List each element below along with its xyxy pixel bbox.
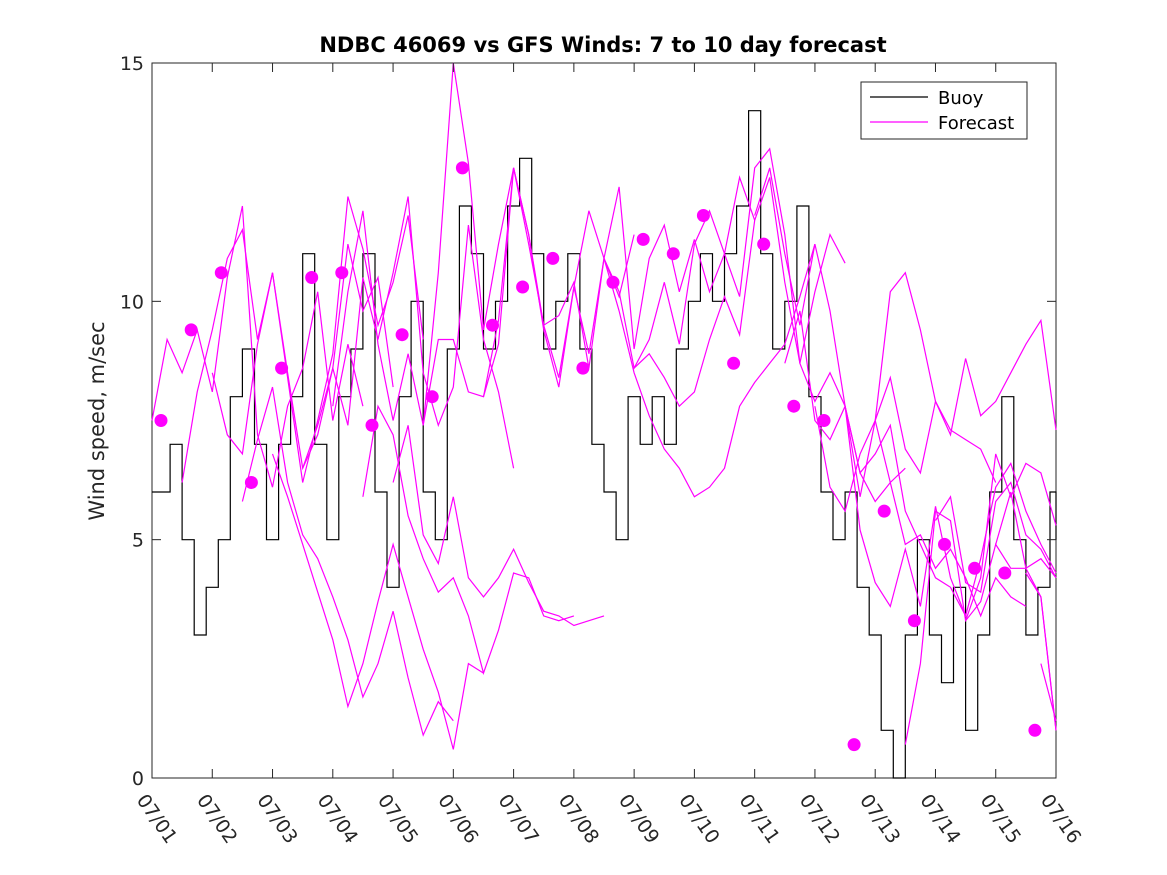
forecast-marker-22 — [787, 399, 801, 413]
forecast-line-7 — [332, 62, 545, 426]
forecast-line-22 — [934, 481, 1057, 594]
legend-box — [860, 81, 1028, 140]
forecast-line-18 — [814, 406, 1027, 618]
forecast-marker-30 — [1028, 723, 1042, 737]
forecast-line-10 — [422, 167, 635, 426]
forecast-marker-5 — [275, 361, 289, 375]
forecast-series-group — [151, 62, 1057, 750]
forecast-line-13 — [603, 243, 816, 498]
forecast-marker-14 — [546, 251, 560, 265]
forecast-line-21 — [904, 510, 1057, 745]
forecast-marker-11 — [455, 161, 469, 175]
forecast-line-9 — [392, 425, 605, 627]
forecast-marker-24 — [847, 738, 861, 752]
forecast-marker-group — [154, 161, 1042, 752]
y-tick-label-2: 10 — [120, 291, 144, 313]
forecast-marker-13 — [516, 280, 530, 294]
buoy-line — [152, 110, 1057, 779]
forecast-line-14 — [633, 177, 846, 408]
forecast-marker-15 — [576, 361, 590, 375]
forecast-marker-19 — [696, 209, 710, 222]
y-tick-label-0: 0 — [132, 768, 144, 790]
forecast-marker-28 — [968, 561, 982, 575]
forecast-line-26 — [1040, 663, 1057, 721]
forecast-line-19 — [844, 406, 1057, 618]
legend-forecast-label: Forecast — [938, 113, 1014, 134]
forecast-marker-29 — [998, 566, 1012, 580]
forecast-marker-2 — [184, 323, 198, 337]
forecast-line-25 — [1025, 572, 1057, 731]
forecast-marker-4 — [244, 476, 258, 489]
forecast-marker-7 — [335, 266, 349, 280]
forecast-marker-25 — [877, 504, 891, 518]
forecast-marker-9 — [395, 328, 409, 342]
forecast-line-4 — [241, 386, 454, 737]
forecast-marker-26 — [907, 614, 921, 628]
forecast-line-23 — [965, 453, 1057, 621]
legend: Buoy Forecast — [860, 81, 1028, 140]
forecast-line-20 — [874, 318, 1057, 475]
forecast-marker-20 — [727, 356, 741, 370]
forecast-line-11 — [482, 167, 695, 397]
forecast-marker-23 — [817, 414, 831, 427]
forecast-line-17 — [784, 271, 997, 497]
forecast-marker-1 — [154, 414, 168, 427]
y-axis-label: Wind speed, m/sec — [85, 321, 109, 520]
axes-box — [151, 62, 1057, 779]
forecast-marker-27 — [938, 537, 951, 551]
chart-title: NDBC 46069 vs GFS Winds: 7 to 10 day for… — [319, 33, 886, 57]
forecast-line-15 — [693, 147, 906, 503]
forecast-line-5 — [271, 453, 484, 750]
forecast-marker-12 — [486, 318, 499, 332]
forecast-marker-21 — [757, 237, 771, 251]
legend-buoy-label: Buoy — [938, 88, 984, 109]
forecast-marker-16 — [606, 275, 620, 289]
forecast-line-12 — [543, 175, 756, 388]
forecast-marker-10 — [425, 390, 439, 404]
buoy-series — [152, 110, 1057, 779]
forecast-line-2 — [181, 227, 394, 483]
forecast-marker-18 — [666, 247, 680, 261]
forecast-marker-8 — [365, 418, 379, 432]
forecast-marker-3 — [214, 266, 228, 280]
y-tick-label-3: 15 — [120, 53, 144, 75]
y-tick-label-1: 5 — [132, 530, 144, 552]
forecast-line-6 — [302, 196, 515, 469]
forecast-marker-6 — [305, 271, 319, 284]
forecast-marker-17 — [636, 232, 650, 246]
